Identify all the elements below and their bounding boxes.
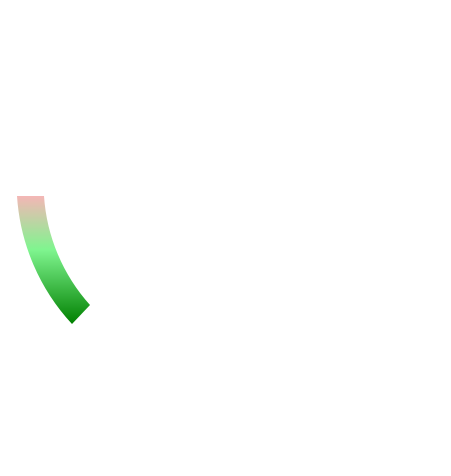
gradient-arc-segment	[17, 196, 90, 324]
